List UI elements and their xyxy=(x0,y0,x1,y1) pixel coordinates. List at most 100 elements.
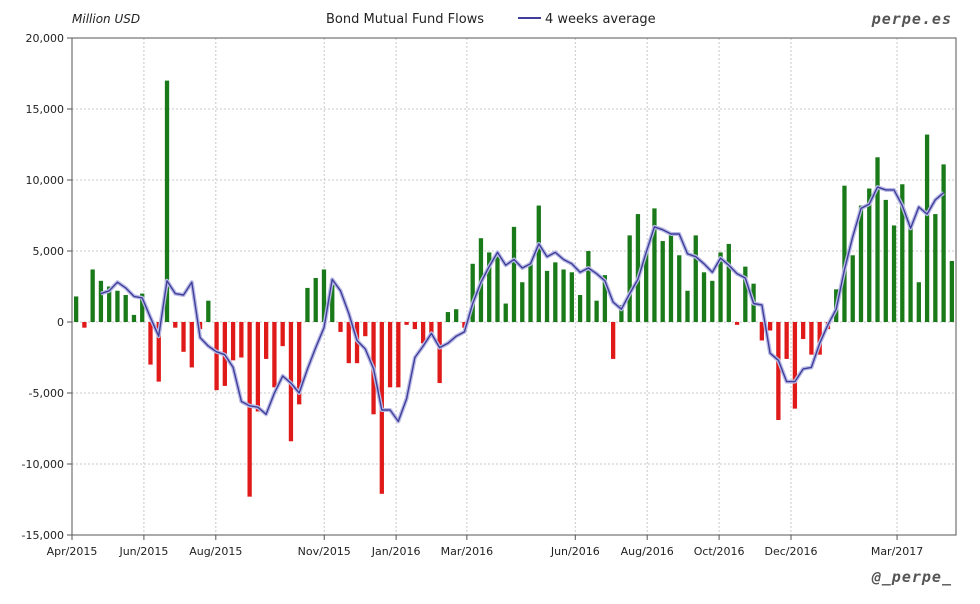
x-tick-label: Aug/2016 xyxy=(621,545,674,558)
flow-bar xyxy=(809,322,814,355)
flow-bar xyxy=(487,252,492,322)
flow-bar xyxy=(470,263,475,322)
x-tick-label: Jun/2015 xyxy=(118,545,168,558)
flow-bar xyxy=(875,157,880,322)
flow-bar xyxy=(239,322,244,358)
y-tick-label: -10,000 xyxy=(22,458,64,471)
flow-bar xyxy=(776,322,781,420)
flow-bar xyxy=(701,272,707,322)
x-tick-label: Jun/2016 xyxy=(550,545,600,558)
flow-bar xyxy=(602,275,608,322)
flow-bar xyxy=(503,303,508,322)
flow-bar xyxy=(189,322,194,368)
flow-bar xyxy=(610,322,616,359)
flow-bar xyxy=(817,322,822,355)
flow-bar xyxy=(759,322,764,341)
flow-bar xyxy=(98,280,104,322)
flow-bar xyxy=(792,322,798,409)
flow-bar xyxy=(330,285,335,322)
line-layer xyxy=(100,185,945,424)
flow-bar xyxy=(561,269,566,322)
flow-bar xyxy=(107,286,112,322)
x-tick-label: Apr/2015 xyxy=(47,545,98,558)
flow-bar xyxy=(272,322,277,388)
flow-bar xyxy=(280,322,285,347)
flow-bar xyxy=(412,322,418,330)
y-tick-label: 10,000 xyxy=(26,174,65,187)
flow-bar xyxy=(594,300,599,322)
watermark-brand: perpe.es xyxy=(871,10,952,28)
flow-bar xyxy=(429,322,434,337)
y-tick-label: 15,000 xyxy=(26,103,65,116)
flow-bar xyxy=(82,322,87,328)
flow-bar xyxy=(305,287,310,322)
flow-bar xyxy=(850,255,855,322)
legend-bar-label: Bond Mutual Fund Flows xyxy=(326,12,484,27)
flow-bar xyxy=(396,322,401,388)
flow-bar xyxy=(908,224,913,322)
flow-bar xyxy=(949,260,955,322)
flow-bar xyxy=(801,322,806,340)
flow-bar xyxy=(123,295,128,322)
flow-bar xyxy=(858,205,864,322)
y-tick-label: -15,000 xyxy=(22,529,64,542)
y-tick-label: 20,000 xyxy=(26,32,65,45)
flow-bar xyxy=(214,322,219,391)
flow-bar xyxy=(933,214,938,322)
flow-bar xyxy=(445,312,451,322)
x-tick-label: Aug/2015 xyxy=(189,545,242,558)
flow-bar xyxy=(164,80,170,322)
flow-bar xyxy=(181,322,186,352)
flow-bar xyxy=(140,293,145,322)
flow-bar xyxy=(387,322,393,388)
flow-bar xyxy=(544,270,550,322)
y-axis-unit-label: Million USD xyxy=(72,12,140,26)
flow-bar xyxy=(230,322,236,361)
flow-bar xyxy=(924,134,930,322)
flow-bar xyxy=(718,252,723,322)
flow-bar xyxy=(867,188,872,322)
flow-bar xyxy=(710,280,715,322)
axis-layer: 20,000 15,000 10,000 5,000 0 -5,000 -10,000 -15… xyxy=(22,32,957,558)
flow-bar xyxy=(363,322,368,337)
flow-bar xyxy=(73,296,79,322)
flow-bar xyxy=(577,295,583,322)
credit-handle: @_perpe_ xyxy=(871,568,952,586)
flow-bar xyxy=(916,282,921,322)
flow-bar xyxy=(131,314,137,322)
flow-bar xyxy=(520,282,525,322)
flow-bar xyxy=(90,269,95,322)
flow-bar xyxy=(115,290,120,322)
bar-layer xyxy=(73,80,955,497)
flow-bar xyxy=(420,322,426,344)
flow-bar xyxy=(437,322,442,384)
flow-bar xyxy=(511,226,517,322)
flow-bar xyxy=(173,322,178,328)
flow-bar xyxy=(627,235,632,322)
flow-bar xyxy=(338,322,343,332)
flow-bar xyxy=(553,262,558,322)
flow-bar xyxy=(528,262,533,322)
flow-bar xyxy=(313,277,318,322)
plot-frame xyxy=(71,37,957,536)
flow-bar xyxy=(883,199,888,322)
flow-bar xyxy=(891,225,897,322)
legend-line-label: 4 weeks average xyxy=(545,12,656,27)
flow-bar xyxy=(264,322,269,359)
flow-bar xyxy=(652,208,657,322)
flow-bar xyxy=(660,241,665,322)
x-tick-label: Nov/2015 xyxy=(298,545,351,558)
flow-bar xyxy=(743,266,748,322)
flow-bar xyxy=(247,322,252,497)
flow-bar xyxy=(784,322,789,359)
flow-bar xyxy=(321,269,327,322)
flow-bar xyxy=(619,304,624,322)
flow-bar xyxy=(635,214,641,322)
flow-bar xyxy=(206,300,211,322)
flow-bar xyxy=(156,322,161,382)
flow-bar xyxy=(346,322,351,364)
flow-bar xyxy=(297,322,302,405)
flow-bar xyxy=(569,272,574,322)
